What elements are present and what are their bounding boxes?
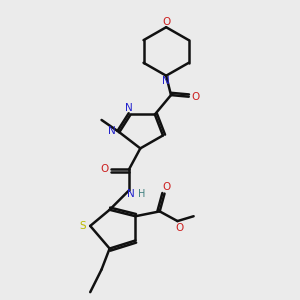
Text: N: N	[125, 103, 133, 113]
Text: N: N	[162, 76, 170, 85]
Text: O: O	[175, 223, 183, 232]
Text: S: S	[80, 221, 86, 231]
Text: O: O	[192, 92, 200, 102]
Text: O: O	[100, 164, 108, 174]
Text: O: O	[162, 182, 170, 192]
Text: O: O	[162, 17, 170, 27]
Text: N: N	[127, 189, 134, 199]
Text: N: N	[108, 126, 116, 136]
Text: H: H	[138, 189, 145, 199]
